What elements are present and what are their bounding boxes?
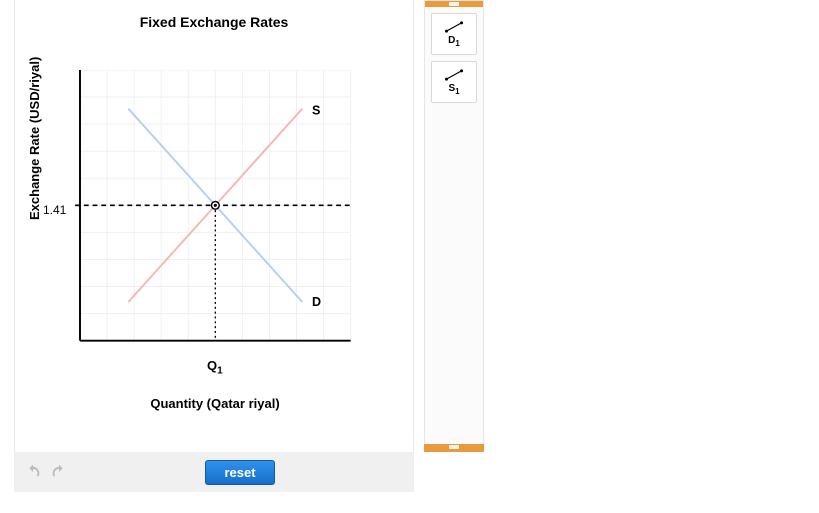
palette-handle-bottom[interactable] [424,444,484,452]
y-tick-equilibrium: 1.41 [43,203,66,217]
x-axis-label: Quantity (Qatar riyal) [35,396,395,411]
equilibrium-point-inner [214,204,217,207]
chart-area: Exchange Rate (USD/riyal) 1.41 [35,70,395,400]
tool-d1[interactable]: D1 [431,13,477,55]
y-axis-label: Exchange Rate (USD/riyal) [27,57,42,220]
tool-s1-label: S1 [448,83,459,96]
series-d-label: D [312,295,321,309]
chart-panel: Fixed Exchange Rates Exchange Rate (USD/… [14,0,414,485]
x-tick-equilibrium: Q1 [207,358,223,377]
reset-button[interactable]: reset [205,460,274,485]
series-s-label: S [312,103,320,117]
redo-icon[interactable] [50,463,68,481]
line-tool-icon [444,20,464,34]
chart-title: Fixed Exchange Rates [15,0,413,30]
chart-svg[interactable]: S D [75,70,375,360]
line-tool-icon [444,68,464,82]
tool-d1-label: D1 [448,35,460,48]
tool-palette: D1 S1 [424,0,484,452]
tool-s1[interactable]: S1 [431,61,477,103]
footer-toolbar: reset [14,452,414,492]
undo-icon[interactable] [24,463,42,481]
palette-handle-top[interactable] [425,1,483,7]
